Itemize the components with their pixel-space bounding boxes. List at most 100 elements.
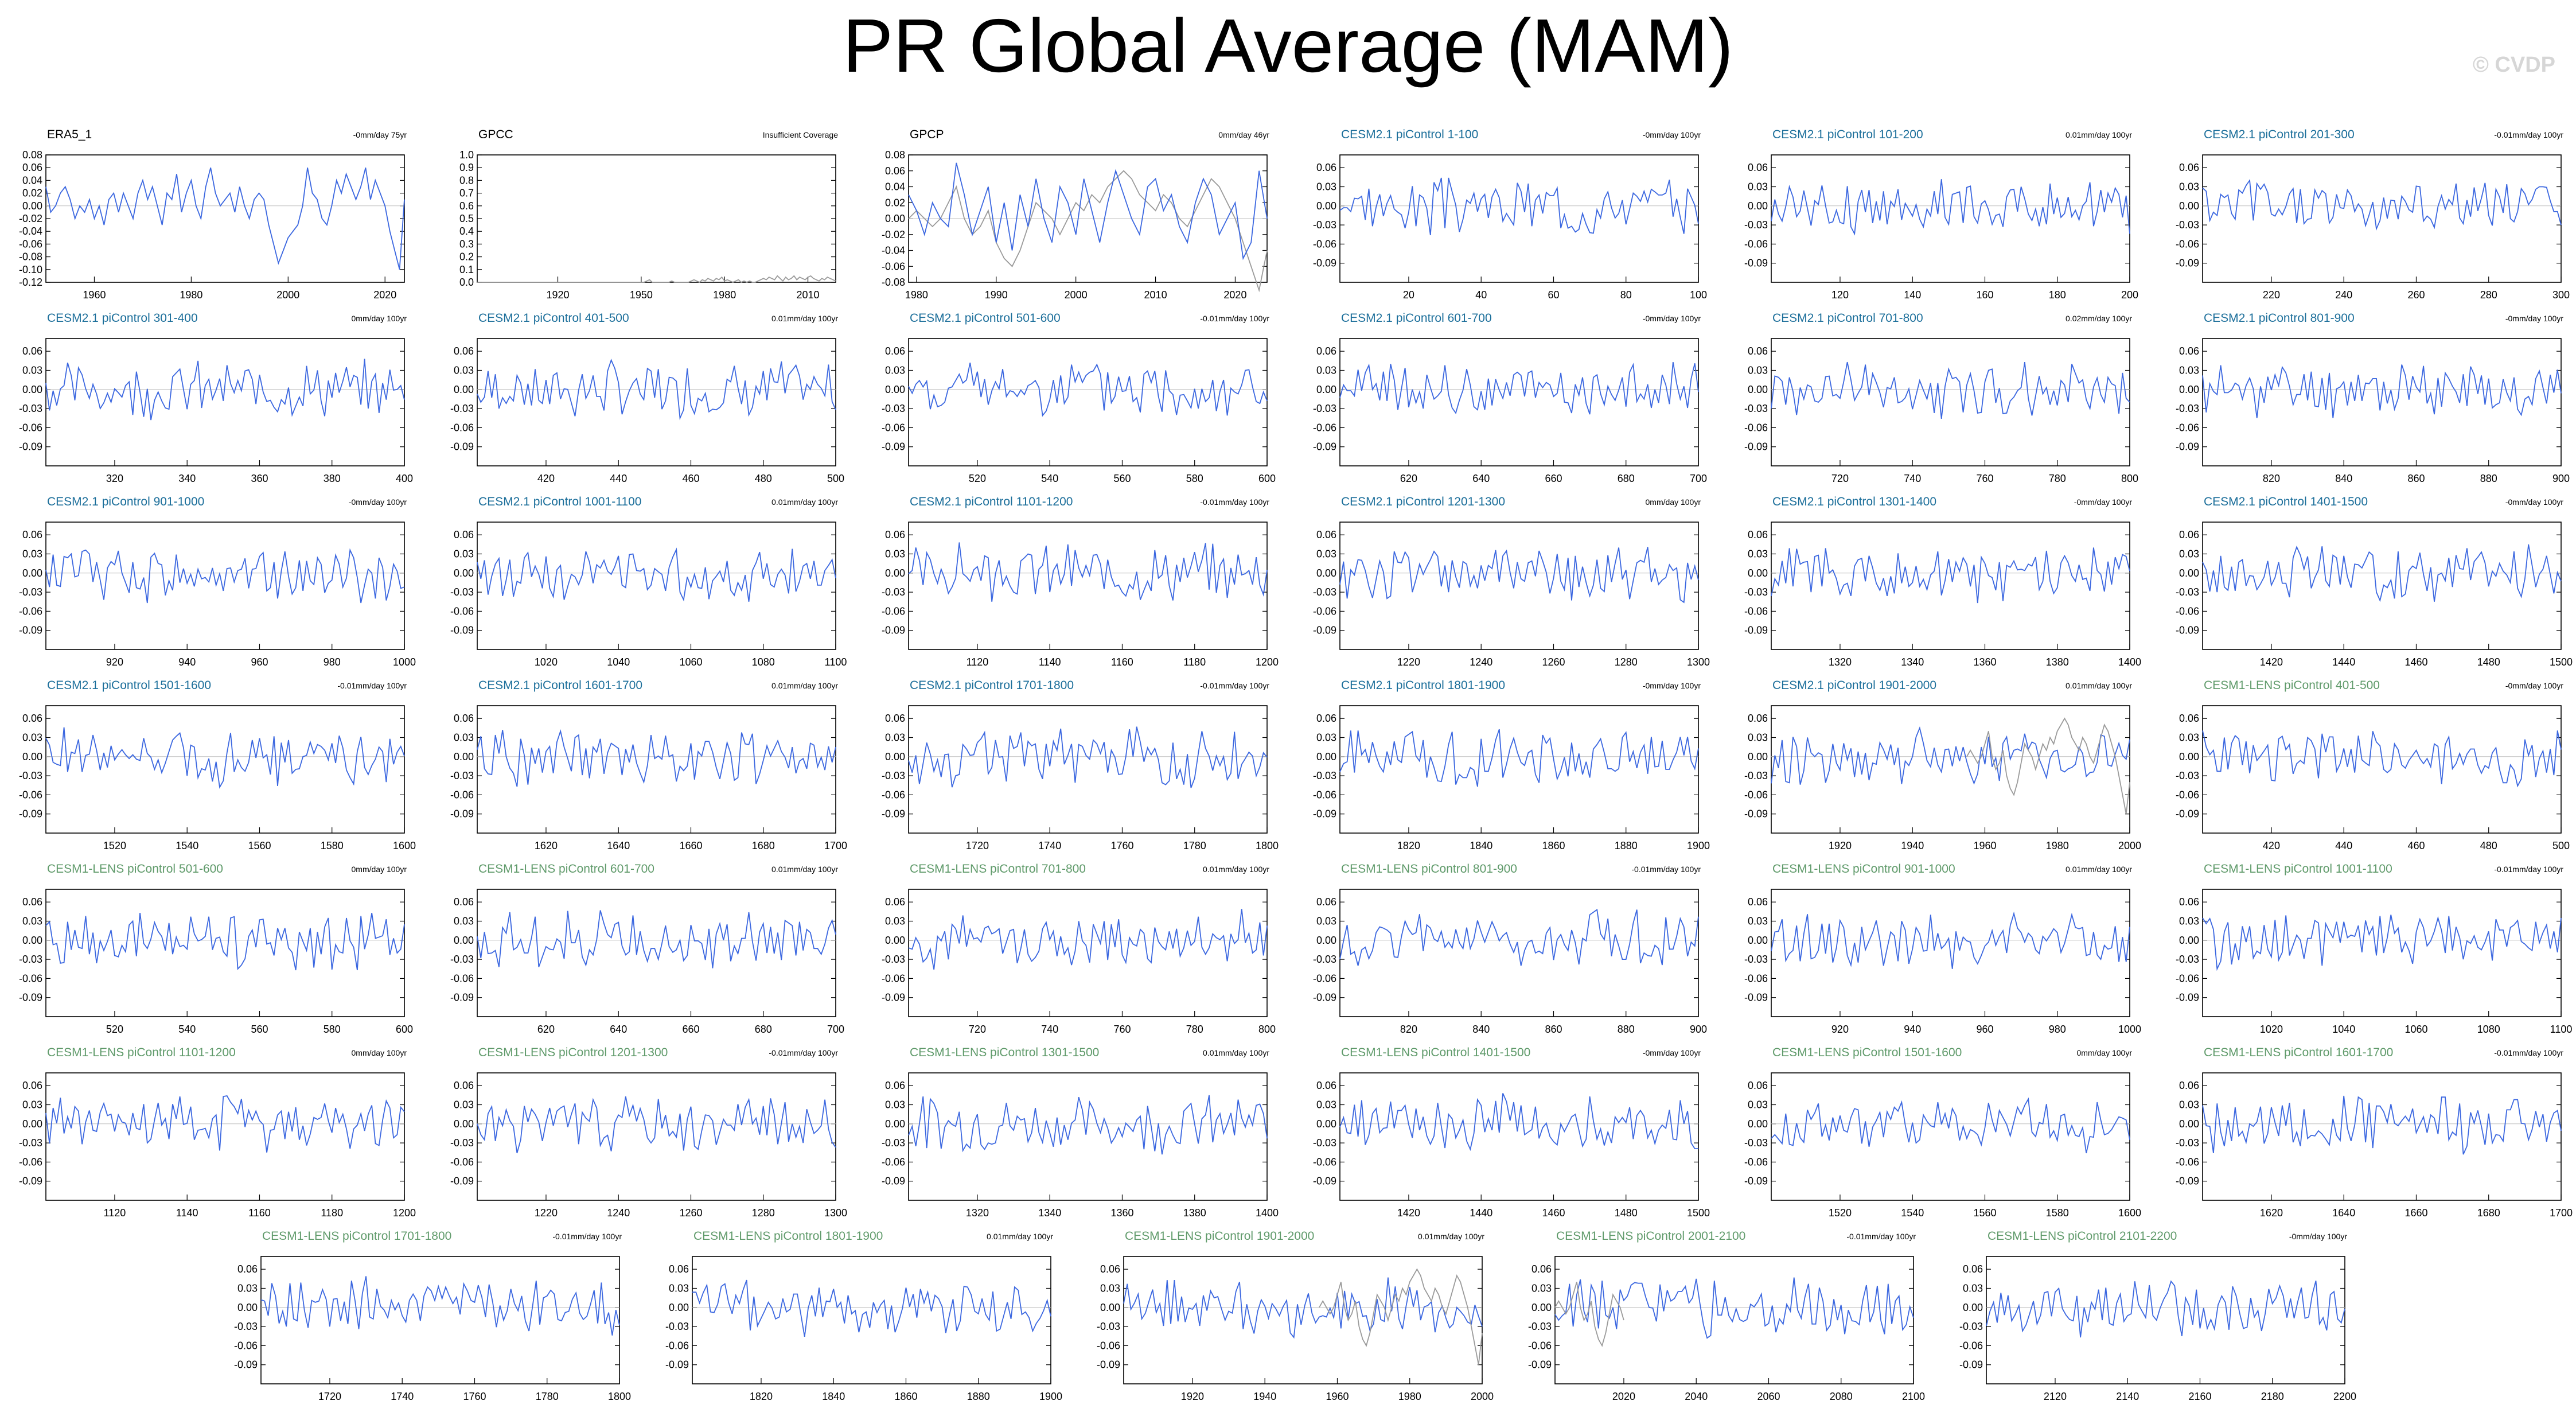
x-tick-label: 1080 bbox=[752, 656, 775, 668]
y-tick-label: -0.06 bbox=[2176, 1156, 2199, 1168]
y-tick-label: 0.03 bbox=[1748, 732, 1768, 744]
chart-panel: CESM2.1 piControl 1801-1900 -0mm/day 100y… bbox=[1305, 674, 1710, 859]
x-tick-label: 900 bbox=[1690, 1024, 1707, 1035]
x-tick-label: 1560 bbox=[248, 840, 271, 851]
x-tick-label: 460 bbox=[2407, 840, 2425, 851]
panel-trend-label: 0mm/day 100yr bbox=[351, 314, 407, 323]
plot-frame bbox=[1339, 889, 1699, 1017]
y-tick-label: -0.06 bbox=[1959, 1340, 1983, 1351]
x-tick-label: 840 bbox=[1472, 1024, 1490, 1035]
plot-frame bbox=[1771, 338, 2130, 466]
chart-panel: CESM1-LENS piControl 2101-2200 -0mm/day 1… bbox=[1952, 1225, 2356, 1410]
series-line bbox=[260, 1276, 620, 1336]
y-tick-label: 0.06 bbox=[1963, 1263, 1983, 1275]
y-tick-label: 0.03 bbox=[1748, 548, 1768, 560]
y-tick-label: -0.03 bbox=[1959, 1321, 1983, 1332]
x-tick-label: 1840 bbox=[822, 1391, 845, 1402]
panel-plot: 0.06 0.03 0.00 -0.03 -0.06 -0.09 420 440 460 480 5… bbox=[450, 338, 844, 484]
x-tick-label: 720 bbox=[1831, 473, 1849, 484]
y-tick-label: 0.00 bbox=[1748, 567, 1768, 579]
y-tick-label: -0.03 bbox=[450, 954, 474, 965]
x-tick-label: 2060 bbox=[1757, 1391, 1780, 1402]
y-tick-label: -0.06 bbox=[1313, 422, 1336, 433]
panel-trend-label: -0mm/day 100yr bbox=[2505, 314, 2563, 323]
x-tick-label: 760 bbox=[1976, 473, 1993, 484]
y-tick-label: 0.00 bbox=[885, 213, 905, 224]
y-tick-label: 0.00 bbox=[454, 384, 474, 395]
plot-frame bbox=[1986, 1256, 2345, 1384]
panel-title: CESM2.1 piControl 801-900 bbox=[2204, 312, 2355, 325]
x-tick-label: 420 bbox=[2263, 840, 2280, 851]
x-tick-label: 580 bbox=[1186, 473, 1203, 484]
chart-panel: CESM2.1 piControl 201-300 -0.01mm/day 100… bbox=[2168, 123, 2570, 308]
x-tick-label: 440 bbox=[610, 473, 627, 484]
x-tick-label: 1580 bbox=[2046, 1207, 2069, 1219]
y-tick-label: -0.09 bbox=[1313, 1176, 1336, 1187]
plot-frame bbox=[1123, 1256, 1483, 1384]
y-tick-label: 0.00 bbox=[2179, 751, 2199, 762]
panel-title: CESM1-LENS piControl 801-900 bbox=[1341, 862, 1517, 876]
y-tick-label: -0.03 bbox=[1313, 403, 1336, 414]
y-tick-label: 0.00 bbox=[22, 935, 42, 946]
x-tick-label: 1500 bbox=[1687, 1207, 1710, 1219]
x-tick-label: 1380 bbox=[1183, 1207, 1206, 1219]
y-tick-label: -0.08 bbox=[19, 251, 42, 263]
y-tick-label: -0.03 bbox=[19, 954, 42, 965]
chart-panel: CESM2.1 piControl 601-700 -0mm/day 100yr 0… bbox=[1305, 307, 1707, 492]
series-line bbox=[2202, 178, 2562, 231]
y-tick-label: -0.03 bbox=[1313, 1137, 1336, 1149]
y-tick-label: -0.06 bbox=[450, 605, 474, 617]
y-tick-label: -0.09 bbox=[1097, 1359, 1120, 1371]
y-tick-label: -0.09 bbox=[19, 808, 42, 820]
plot-frame bbox=[2202, 522, 2562, 650]
x-tick-label: 1760 bbox=[463, 1391, 486, 1402]
y-tick-label: 0.03 bbox=[885, 548, 905, 560]
x-tick-label: 1300 bbox=[1687, 656, 1710, 668]
panel-plot: 0.06 0.03 0.00 -0.03 -0.06 -0.09 1820 1840 1860 1… bbox=[1313, 705, 1710, 851]
chart-panel: CESM1-LENS piControl 1401-1500 -0mm/day 1… bbox=[1305, 1041, 1710, 1226]
y-tick-label: 0.00 bbox=[1748, 935, 1768, 946]
y-tick-label: -0.09 bbox=[2176, 808, 2199, 820]
panel-trend-label: -0mm/day 100yr bbox=[1642, 1048, 1701, 1057]
x-tick-label: 980 bbox=[324, 656, 341, 668]
y-tick-label: -0.06 bbox=[882, 422, 905, 433]
y-tick-label: -0.06 bbox=[1744, 1156, 1768, 1168]
x-tick-label: 160 bbox=[1976, 289, 1993, 301]
y-tick-label: 0.06 bbox=[1531, 1263, 1552, 1275]
panel-plot: 0.06 0.03 0.00 -0.03 -0.06 -0.09 1620 1640 1660 1… bbox=[2176, 1072, 2573, 1219]
y-tick-label: 0.06 bbox=[885, 896, 905, 908]
y-tick-label: 0.06 bbox=[1316, 713, 1336, 724]
y-tick-label: 0.04 bbox=[22, 174, 42, 186]
x-tick-label: 1780 bbox=[536, 1391, 559, 1402]
x-tick-label: 740 bbox=[1041, 1024, 1058, 1035]
x-tick-label: 1080 bbox=[2477, 1024, 2500, 1035]
y-tick-label: 0.06 bbox=[885, 165, 905, 177]
panel-title: CESM2.1 piControl 701-800 bbox=[1772, 312, 1923, 325]
x-tick-label: 560 bbox=[251, 1024, 268, 1035]
x-tick-label: 480 bbox=[755, 473, 772, 484]
chart-panel: CESM1-LENS piControl 901-1000 0.01mm/day … bbox=[1737, 858, 2141, 1042]
x-tick-label: 1780 bbox=[1183, 840, 1206, 851]
y-tick-label: 0.00 bbox=[22, 1118, 42, 1130]
y-tick-label: 0.4 bbox=[459, 225, 474, 237]
y-tick-label: 0.06 bbox=[22, 1080, 42, 1091]
panel-plot: 0.06 0.03 0.00 -0.03 -0.06 -0.09 820 840 860 880 9… bbox=[2176, 338, 2570, 484]
x-tick-label: 2160 bbox=[2188, 1391, 2211, 1402]
panel-title: CESM2.1 piControl 1601-1700 bbox=[478, 679, 643, 692]
panel-plot: 0.06 0.03 0.00 -0.03 -0.06 -0.09 320 340 360 380 4… bbox=[19, 338, 413, 484]
x-tick-label: 1900 bbox=[1039, 1391, 1062, 1402]
x-tick-label: 960 bbox=[1976, 1024, 1993, 1035]
panel-plot: 0.06 0.03 0.00 -0.03 -0.06 -0.09 420 440 460 480 5… bbox=[2176, 705, 2570, 851]
series-line bbox=[45, 1095, 405, 1153]
x-tick-label: 180 bbox=[2049, 289, 2066, 301]
y-tick-label: 0.03 bbox=[1316, 1099, 1336, 1111]
x-tick-label: 920 bbox=[106, 656, 123, 668]
x-tick-label: 2180 bbox=[2261, 1391, 2284, 1402]
x-tick-label: 1980 bbox=[713, 289, 736, 301]
plot-frame bbox=[2202, 338, 2562, 466]
x-tick-label: 40 bbox=[1475, 289, 1487, 301]
y-tick-label: 0.00 bbox=[1748, 1118, 1768, 1130]
panel-plot: 0.080.060.04 0.020.00-0.02-0.04-0.06-0.08… bbox=[19, 149, 405, 301]
x-tick-label: 640 bbox=[1472, 473, 1490, 484]
